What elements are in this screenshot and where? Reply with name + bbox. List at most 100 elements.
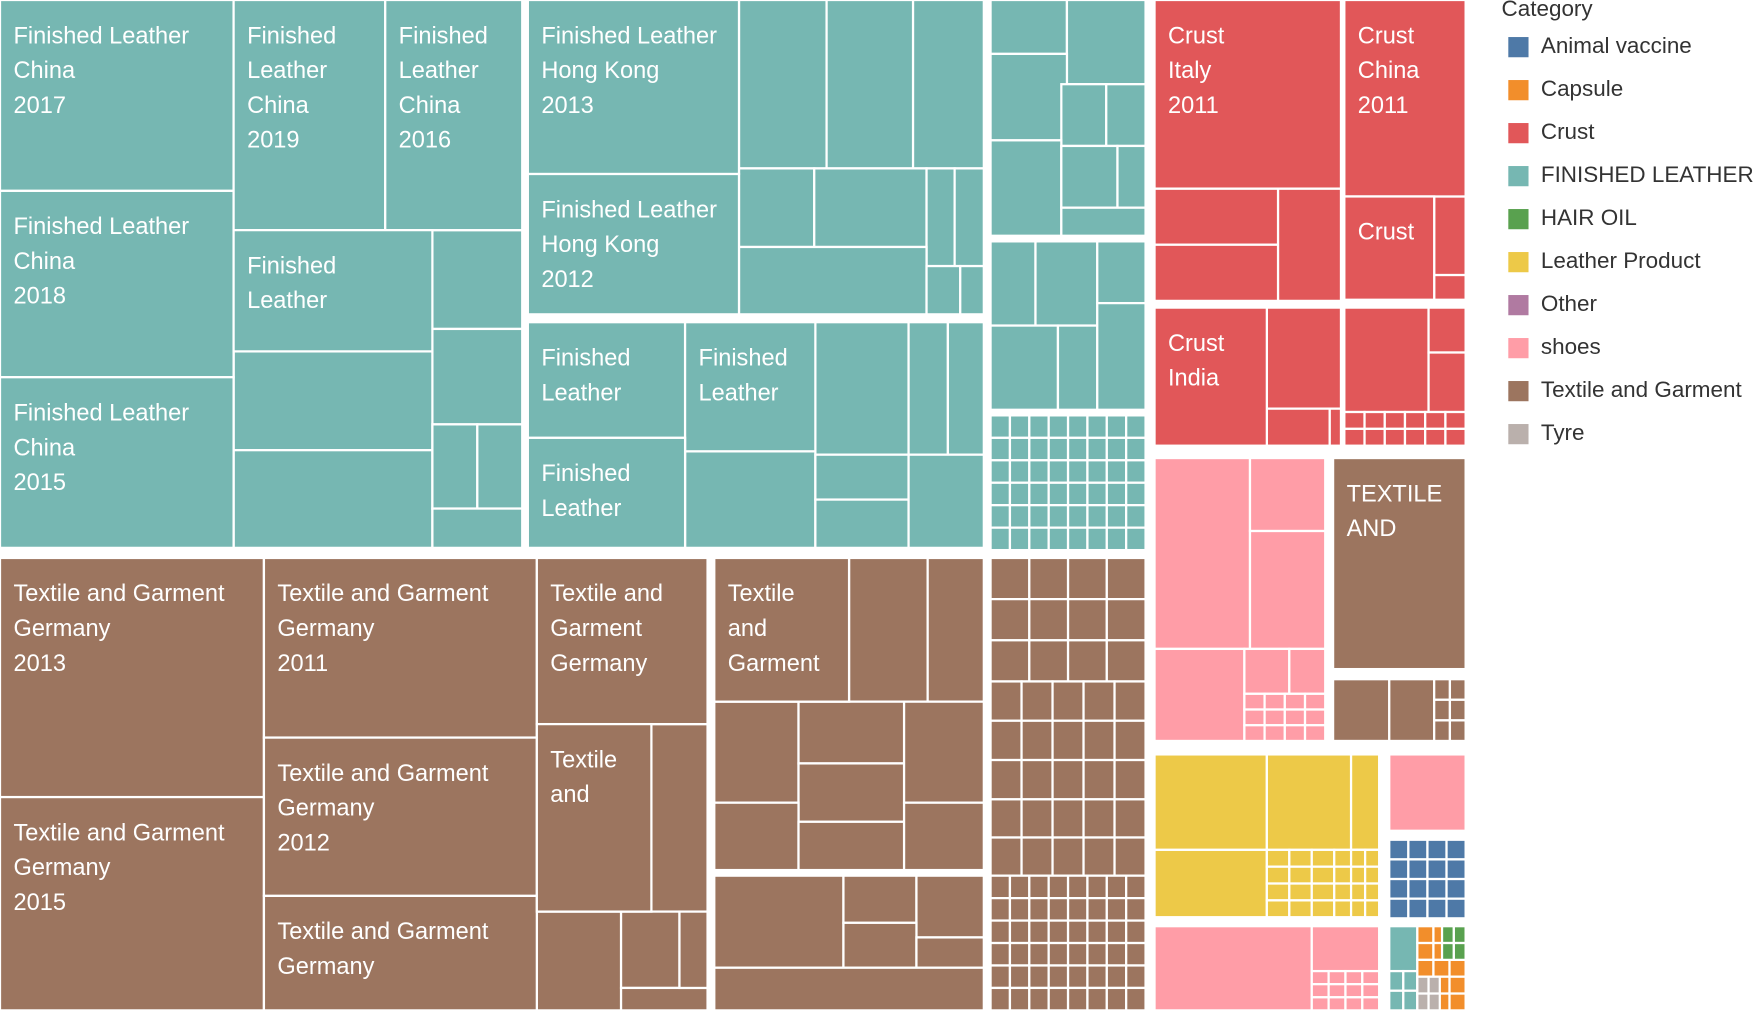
tile xyxy=(1363,882,1381,902)
tile xyxy=(1452,925,1467,945)
tile-label: 2011 xyxy=(277,650,328,676)
tile xyxy=(1448,719,1467,743)
tile xyxy=(989,874,1012,900)
tile xyxy=(842,921,918,969)
tile xyxy=(1448,698,1467,722)
tile xyxy=(1047,919,1070,945)
tile xyxy=(1310,899,1336,919)
tile xyxy=(1310,983,1330,999)
tile xyxy=(1407,858,1429,881)
tile-label: Leather xyxy=(699,379,779,405)
tile xyxy=(0,0,235,192)
tile xyxy=(825,0,915,170)
tile xyxy=(1416,941,1435,961)
tile-label: Crust xyxy=(1358,219,1415,245)
legend-swatch xyxy=(1508,37,1529,58)
tile xyxy=(1310,865,1336,885)
tile xyxy=(713,700,800,804)
tile xyxy=(1051,719,1085,762)
tile xyxy=(1243,647,1291,695)
tile-label: Finished xyxy=(699,344,788,370)
tile xyxy=(1125,459,1147,484)
tile xyxy=(1082,798,1116,839)
tile-label: Textile and Garment xyxy=(13,819,224,845)
tile xyxy=(1403,410,1427,430)
tile xyxy=(989,758,1023,801)
tile xyxy=(1344,996,1364,1012)
tile xyxy=(526,436,687,549)
tile-label: Germany xyxy=(277,795,374,821)
tile-label: Italy xyxy=(1168,57,1211,83)
tile xyxy=(1388,969,1405,992)
legend-label: FINISHED LEATHER xyxy=(1541,162,1754,187)
tile xyxy=(1125,414,1147,439)
tile xyxy=(1310,882,1336,902)
tile-label: 2019 xyxy=(247,127,299,153)
tile xyxy=(1066,504,1089,529)
tile xyxy=(1066,459,1089,484)
tile xyxy=(989,436,1012,462)
tile xyxy=(1028,459,1050,484)
tile xyxy=(1113,719,1147,762)
tile-label: Crust xyxy=(1358,22,1415,48)
tile xyxy=(526,172,741,316)
tile xyxy=(1125,436,1147,462)
tile xyxy=(1243,708,1266,727)
tile xyxy=(1153,925,1313,1012)
tile xyxy=(713,801,800,872)
tile xyxy=(1448,958,1467,978)
tile xyxy=(1105,597,1147,642)
tile xyxy=(814,321,910,456)
tile xyxy=(232,449,434,549)
tile xyxy=(1125,874,1147,900)
tile xyxy=(683,321,817,453)
tile-label: Finished Leather xyxy=(13,213,189,239)
tile xyxy=(1433,678,1452,701)
tile-label: Finished xyxy=(247,22,336,48)
tile xyxy=(1388,678,1436,743)
tile xyxy=(619,910,681,990)
tile xyxy=(989,139,1063,237)
tile xyxy=(713,966,985,1012)
tile xyxy=(1113,836,1147,877)
tile xyxy=(1407,838,1429,861)
tile xyxy=(1008,896,1031,922)
tile-label: Textile and xyxy=(550,580,663,606)
tile xyxy=(1445,858,1467,881)
tile-label: Finished xyxy=(541,344,630,370)
tile xyxy=(989,941,1012,967)
tile xyxy=(1066,896,1089,922)
tile xyxy=(1283,708,1307,727)
tile xyxy=(431,423,479,510)
tile xyxy=(1051,836,1085,877)
tile xyxy=(1086,436,1108,462)
tile-label: and xyxy=(728,615,767,641)
tile xyxy=(1113,798,1147,839)
tile xyxy=(1288,865,1313,885)
tile xyxy=(1363,410,1386,430)
tile-label: Textile and Garment xyxy=(277,918,488,944)
tile xyxy=(989,0,1069,56)
tile xyxy=(1096,240,1147,305)
tile xyxy=(1066,597,1108,642)
tile xyxy=(1082,758,1116,801)
tile xyxy=(535,722,653,913)
tile xyxy=(1388,989,1405,1012)
tile xyxy=(902,801,985,872)
tile xyxy=(1448,678,1467,701)
tile xyxy=(925,264,962,316)
tile xyxy=(1424,410,1447,430)
tile xyxy=(1105,504,1128,529)
legend-swatch xyxy=(1508,424,1529,445)
legend-swatch xyxy=(1508,209,1529,230)
tile xyxy=(1028,639,1070,683)
tile xyxy=(989,798,1023,839)
tile xyxy=(1344,983,1364,999)
tile-label: Germany xyxy=(550,650,647,676)
tile xyxy=(989,504,1012,529)
tile xyxy=(1056,324,1099,411)
tile xyxy=(1066,919,1089,945)
tile xyxy=(1047,414,1070,439)
tile xyxy=(1327,969,1347,986)
